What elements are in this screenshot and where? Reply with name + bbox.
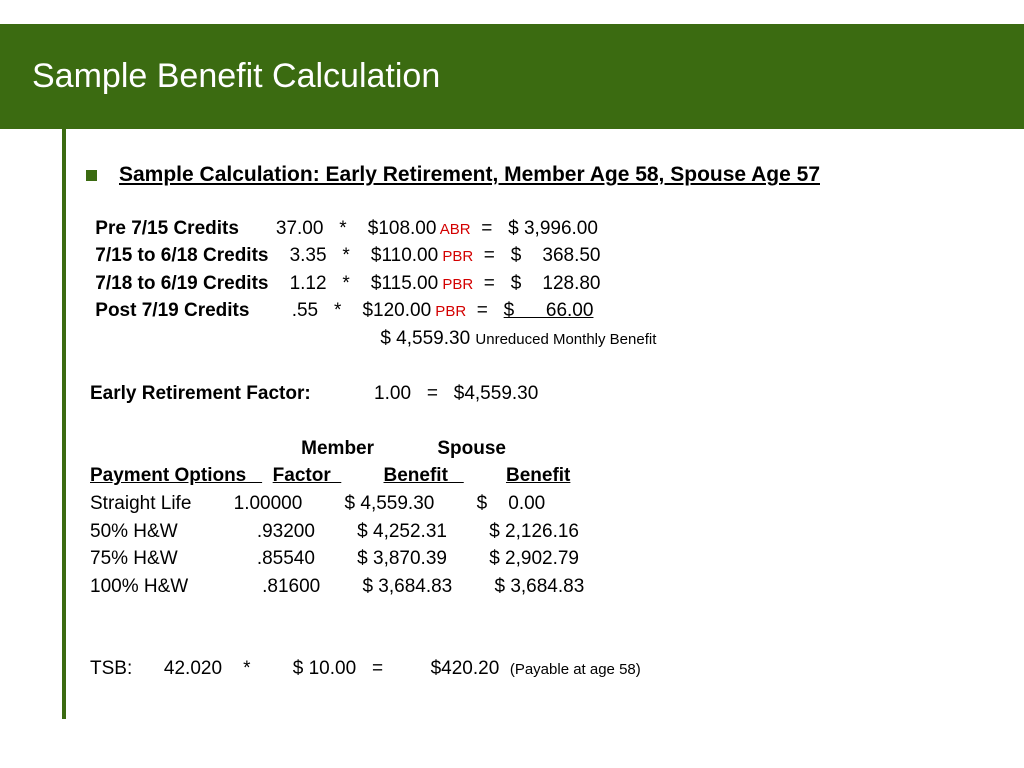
slide-header: Sample Benefit Calculation: [0, 24, 1024, 129]
calculation-block: Pre 7/15 Credits 37.00 * $108.00 ABR = $…: [90, 215, 820, 683]
subtitle-text: Sample Calculation: Early Retirement, Me…: [119, 159, 820, 191]
subtitle-row: Sample Calculation: Early Retirement, Me…: [86, 159, 820, 191]
slide-title: Sample Benefit Calculation: [32, 57, 440, 96]
bullet-icon: [86, 170, 97, 181]
slide-content: Sample Calculation: Early Retirement, Me…: [66, 129, 860, 719]
